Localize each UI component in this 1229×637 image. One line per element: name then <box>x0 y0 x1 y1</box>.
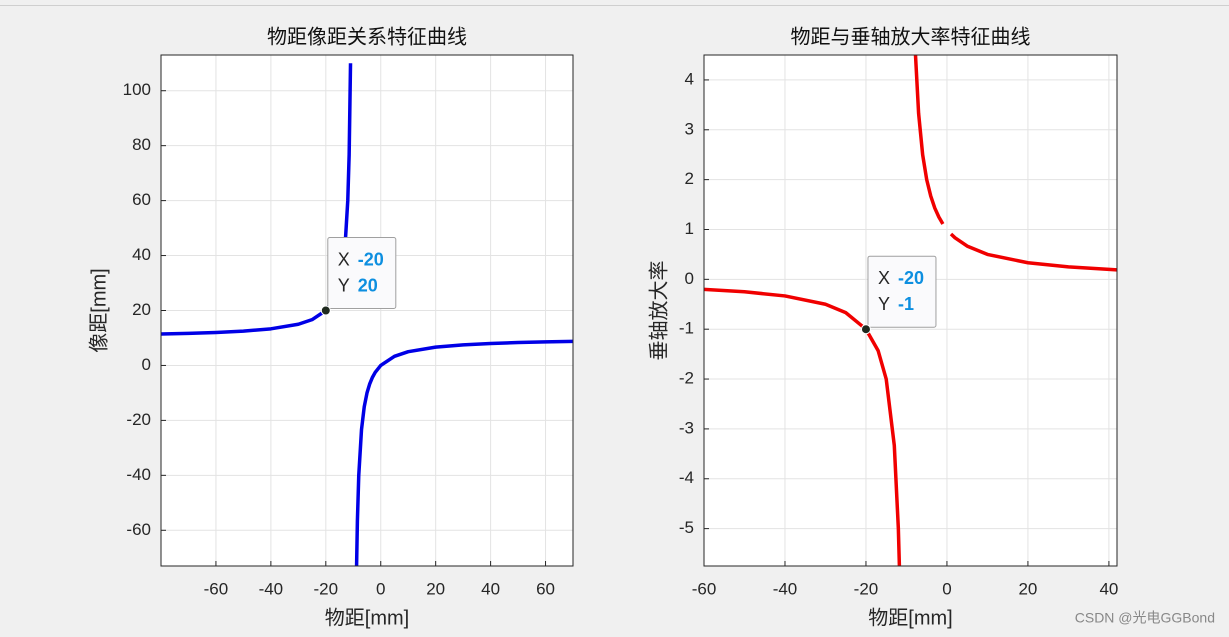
y-tick-label: -20 <box>126 410 151 429</box>
y-tick-label: 40 <box>132 245 151 264</box>
y-tick-label: -60 <box>126 520 151 539</box>
x-axis-label: 物距[mm] <box>325 606 409 629</box>
y-tick-label: 4 <box>685 69 694 88</box>
x-tick-label: 40 <box>1099 579 1118 598</box>
x-tick-label: 0 <box>942 579 951 598</box>
chart-title: 物距像距关系特征曲线 <box>267 25 467 49</box>
x-tick-label: 20 <box>426 579 445 598</box>
datatip-x-name: X <box>338 249 350 269</box>
datatip-y-name: Y <box>338 275 350 295</box>
datatip-point <box>860 324 871 335</box>
x-tick-label: 60 <box>536 579 555 598</box>
curve <box>161 63 573 566</box>
datatip-box <box>327 237 397 309</box>
datatip-x-name: X <box>878 268 890 288</box>
axes-border <box>703 54 1118 567</box>
y-tick-label: 3 <box>685 119 694 138</box>
y-tick-label: 80 <box>132 135 151 154</box>
x-tick-label: -20 <box>314 579 339 598</box>
datatip-y-name: Y <box>878 294 890 314</box>
y-tick-label: -5 <box>679 518 694 537</box>
datatip-y-value: 20 <box>358 275 378 295</box>
axes-border <box>160 54 574 567</box>
plot-area <box>161 63 573 566</box>
y-tick-label: 0 <box>685 269 694 288</box>
y-tick-label: 60 <box>132 190 151 209</box>
x-tick-label: -20 <box>854 579 879 598</box>
y-tick-label: -2 <box>679 369 694 388</box>
y-axis-label: 垂轴放大率 <box>647 261 670 361</box>
x-tick-label: -40 <box>773 579 798 598</box>
chart-title: 物距与垂轴放大率特征曲线 <box>791 25 1031 49</box>
datatip-y-value: -1 <box>898 294 914 314</box>
x-tick-label: -40 <box>259 579 284 598</box>
x-tick-label: 20 <box>1018 579 1037 598</box>
y-tick-label: -40 <box>126 465 151 484</box>
y-axis-label: 像距[mm] <box>87 268 110 352</box>
y-tick-label: 2 <box>685 169 694 188</box>
datatip-x-value: -20 <box>358 249 384 269</box>
y-tick-label: 100 <box>123 80 151 99</box>
y-tick-label: -3 <box>679 418 694 437</box>
datatip-point <box>320 305 331 316</box>
x-tick-label: 40 <box>481 579 500 598</box>
y-tick-label: 20 <box>132 300 151 319</box>
x-tick-label: -60 <box>204 579 229 598</box>
watermark: CSDN @光电GGBond <box>1075 610 1215 626</box>
y-tick-label: 1 <box>685 219 694 238</box>
x-tick-label: -60 <box>692 579 717 598</box>
y-tick-label: 0 <box>142 355 151 374</box>
datatip-box <box>867 255 937 328</box>
y-tick-label: -4 <box>679 468 694 487</box>
y-tick-label: -1 <box>679 319 694 338</box>
x-tick-label: 0 <box>376 579 385 598</box>
datatip-x-value: -20 <box>898 268 924 288</box>
x-axis-label: 物距[mm] <box>868 606 952 629</box>
